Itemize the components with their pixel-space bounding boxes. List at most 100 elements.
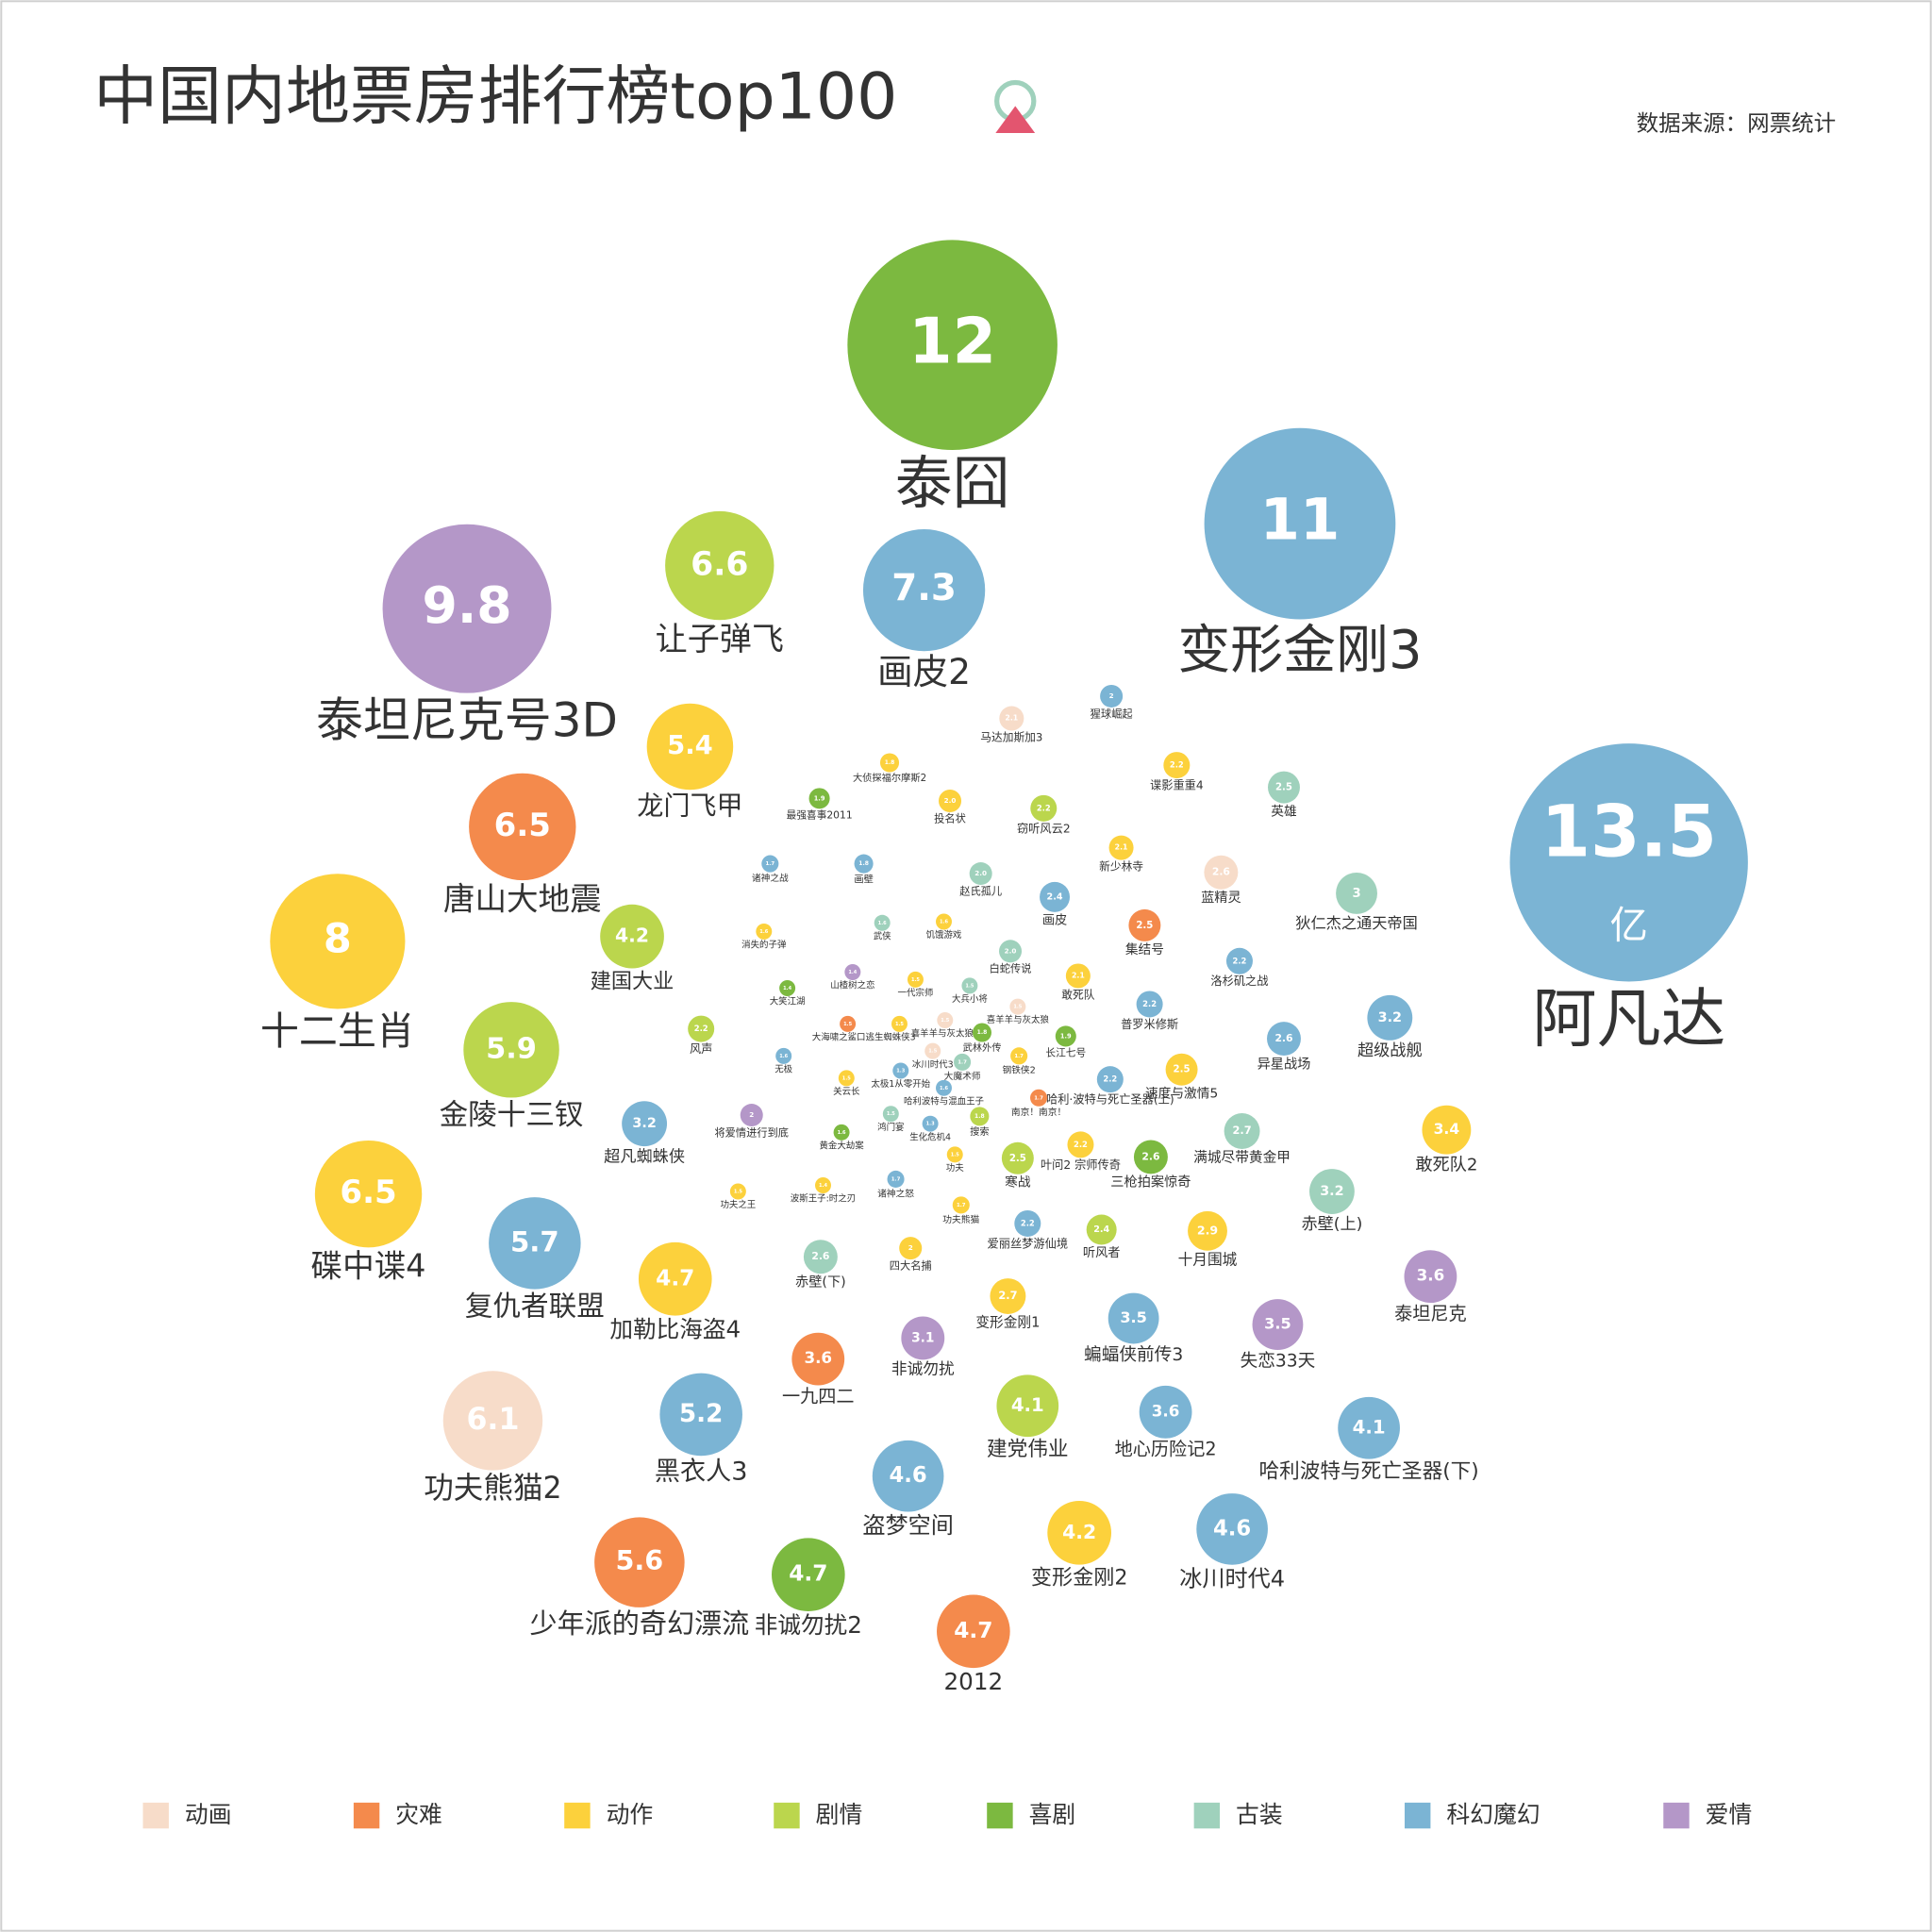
bubble-name: 投名状 <box>934 811 966 824</box>
bubble <box>803 1240 838 1274</box>
value-label: 3.2 <box>1320 1184 1343 1199</box>
bubble <box>872 1440 944 1512</box>
bubble <box>847 240 1058 450</box>
value-label: 2.6 <box>1141 1150 1159 1162</box>
bubble <box>638 1241 712 1316</box>
value-label: 1.6 <box>940 1086 948 1091</box>
bubble <box>1047 1500 1112 1565</box>
source: 数据来源：网票统计 <box>1637 109 1837 136</box>
value-label: 2.2 <box>1233 956 1247 965</box>
value-label: 1.5 <box>895 1022 904 1027</box>
value-label: 1.5 <box>842 1075 851 1081</box>
value-label: 1.8 <box>977 1029 988 1036</box>
value-label: 2.2 <box>694 1024 708 1033</box>
bubble <box>887 1170 905 1188</box>
value-label: 2.6 <box>1212 866 1230 878</box>
bubble-name: 最强喜事2011 <box>786 808 852 821</box>
bubble-name: 大兵小将 <box>952 993 988 1005</box>
bubble-name: 十二生肖 <box>260 1008 415 1054</box>
value-label: 12 <box>908 304 996 377</box>
bubble <box>1204 427 1396 620</box>
bubble-name: 赵氏孤儿 <box>959 884 1002 897</box>
bubble <box>761 855 779 873</box>
bubble <box>1067 1131 1094 1158</box>
bubble-name: 钢铁侠2 <box>1002 1064 1035 1076</box>
value-label: 2.5 <box>1136 921 1153 931</box>
bubble-name: 将爱情进行到底 <box>714 1125 789 1139</box>
bubble-name: 山楂树之恋 <box>830 980 874 991</box>
value-label: 2.4 <box>1047 891 1063 902</box>
bubble-name: 爱丽丝梦游仙境 <box>988 1236 1069 1250</box>
value-label: 1.8 <box>974 1113 985 1120</box>
bubble-name: 碟中谍4 <box>311 1248 426 1285</box>
bubble <box>891 1015 908 1032</box>
bubble <box>688 1015 715 1042</box>
value-label: 2.2 <box>1103 1074 1117 1084</box>
value-label: 1.4 <box>819 1183 827 1189</box>
bubble-name: 消失的子弹 <box>741 940 787 951</box>
bubble-name: 一代宗师 <box>898 988 934 999</box>
bubble-name: 集结号 <box>1125 942 1164 958</box>
bubble-name: 泰坦尼克 <box>1394 1303 1467 1324</box>
bubble-name: 洛杉矶之战 <box>1210 974 1268 988</box>
bubble <box>1422 1105 1472 1155</box>
value-label: 1.6 <box>759 929 768 935</box>
legend-label: 动画 <box>185 1801 232 1828</box>
legend-label: 剧情 <box>816 1801 863 1828</box>
value-label: 1.5 <box>965 983 974 989</box>
bubble <box>996 1374 1059 1438</box>
bubble-name: 搜索 <box>970 1125 989 1138</box>
bubble <box>756 923 773 940</box>
bubble <box>901 1316 945 1360</box>
bubble-name: 失恋33天 <box>1241 1351 1316 1372</box>
value-label: 1.5 <box>734 1190 742 1195</box>
bubble-name: 听风者 <box>1083 1245 1121 1260</box>
value-label: 3.2 <box>1378 1010 1402 1025</box>
bubble-name: 武林外传 <box>963 1041 1002 1054</box>
value-label: 2 <box>749 1110 754 1119</box>
chart-title: 中国内地票房排行榜top100 <box>93 60 897 135</box>
bubble-name: 太极1从零开始 <box>871 1078 930 1090</box>
bubble <box>646 703 734 791</box>
bubble <box>952 1196 970 1214</box>
value-label: 8 <box>324 915 352 962</box>
value-label: 2.2 <box>1037 803 1051 812</box>
bubble-name: 地心历险记2 <box>1115 1439 1217 1460</box>
bubble <box>600 904 664 969</box>
value-label: 3.5 <box>1264 1315 1291 1333</box>
bubble-name: 武侠 <box>874 930 891 941</box>
value-label: 6.6 <box>691 546 748 584</box>
value-label: 1.6 <box>878 921 887 926</box>
value-label: 2.0 <box>974 869 987 877</box>
bubble-name: 少年派的奇幻漂流 <box>530 1607 750 1640</box>
legend-label: 灾难 <box>395 1801 442 1828</box>
bubble <box>844 964 861 981</box>
bubble <box>1267 1022 1301 1057</box>
bubble-name: 谍影重重4 <box>1150 779 1204 792</box>
value-label: 1.5 <box>1013 1005 1022 1010</box>
bubble-name: 叶问2 宗师传奇 <box>1041 1158 1121 1172</box>
value-label: 2.4 <box>1093 1224 1109 1235</box>
bubble-name: 异星战场 <box>1257 1056 1311 1072</box>
bubble <box>961 977 978 994</box>
value-label: 1.9 <box>1060 1032 1072 1040</box>
bubble-name: 赤壁(上) <box>1301 1215 1362 1234</box>
bubble <box>937 1594 1010 1669</box>
bubble <box>771 1538 845 1612</box>
bubble <box>1225 947 1253 974</box>
bubble-name: 白蛇传说 <box>990 962 1032 975</box>
value-label: 2.2 <box>1170 760 1184 770</box>
value-label: 1.7 <box>766 861 775 867</box>
bubble <box>838 1070 855 1087</box>
bubble-name: 唐山大地震 <box>443 880 602 917</box>
bubble <box>854 854 874 874</box>
bubble-name: 功夫之王 <box>720 1199 756 1210</box>
bubble <box>469 773 576 881</box>
value-label: 6.5 <box>494 807 551 844</box>
bubble <box>489 1197 581 1290</box>
bubble <box>972 1023 992 1042</box>
bubble-name: 蜘蛛侠3 <box>883 1032 915 1043</box>
value-label: 3.6 <box>804 1348 832 1367</box>
bubble <box>594 1517 685 1607</box>
